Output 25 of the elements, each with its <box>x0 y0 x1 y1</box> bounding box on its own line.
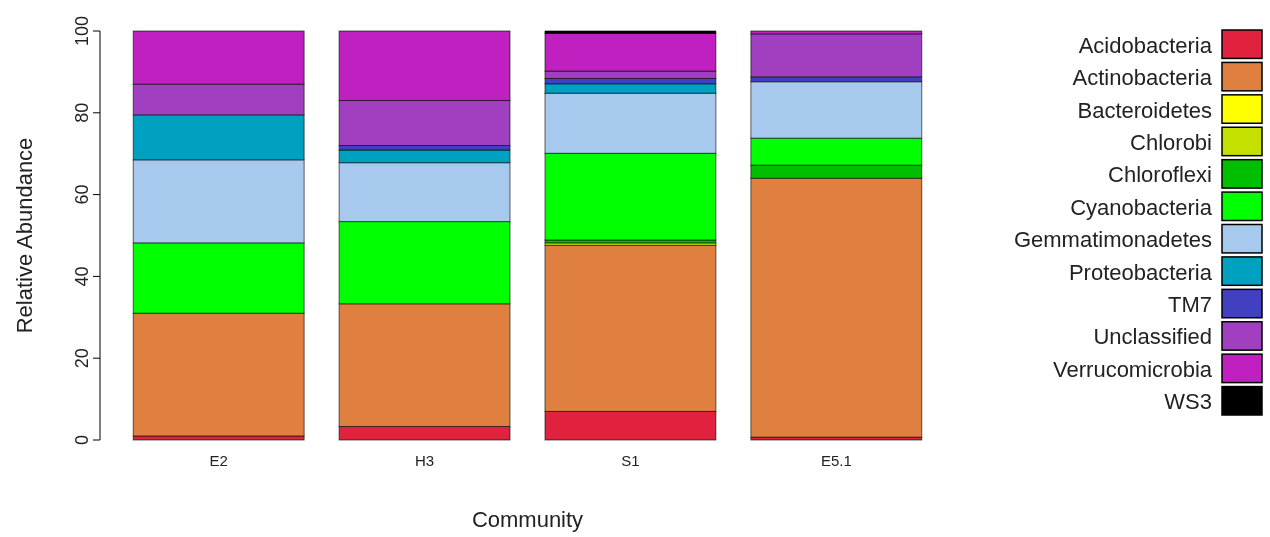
legend-label: Chloroflexi <box>1108 162 1212 188</box>
y-tick-label: 20 <box>72 348 92 369</box>
legend-label: Chlorobi <box>1130 129 1212 155</box>
legend-label: Verrucomicrobia <box>1053 356 1213 382</box>
legend-label: Proteobacteria <box>1068 259 1213 285</box>
legend-label: Gemmatimonadetes <box>1013 227 1212 253</box>
bar <box>750 33 923 78</box>
legend-label: Acidobacteria <box>1078 32 1213 58</box>
y-tick-label: 60 <box>72 184 92 205</box>
y-tick-label: 0 <box>72 434 92 446</box>
x-tick-label: H3 <box>414 452 435 469</box>
x-axis-title: Community <box>471 507 584 532</box>
x-tick-label: E5.1 <box>820 452 852 469</box>
y-tick-label: 40 <box>72 266 92 287</box>
x-tick-label: E2 <box>209 452 228 469</box>
y-tick-label: 100 <box>72 15 92 47</box>
x-tick-label: S1 <box>621 452 640 469</box>
legend-label: Bacteroidetes <box>1077 97 1212 123</box>
legend-label: Cyanobacteria <box>1070 194 1213 220</box>
legend-label: Actinobacteria <box>1072 65 1213 91</box>
legend-label: TM7 <box>1168 292 1212 318</box>
legend-label: WS3 <box>1164 389 1212 415</box>
y-axis-title: Relative Abundance <box>12 137 37 334</box>
legend-label: Unclassified <box>1093 324 1212 350</box>
y-tick-label: 80 <box>72 102 92 123</box>
